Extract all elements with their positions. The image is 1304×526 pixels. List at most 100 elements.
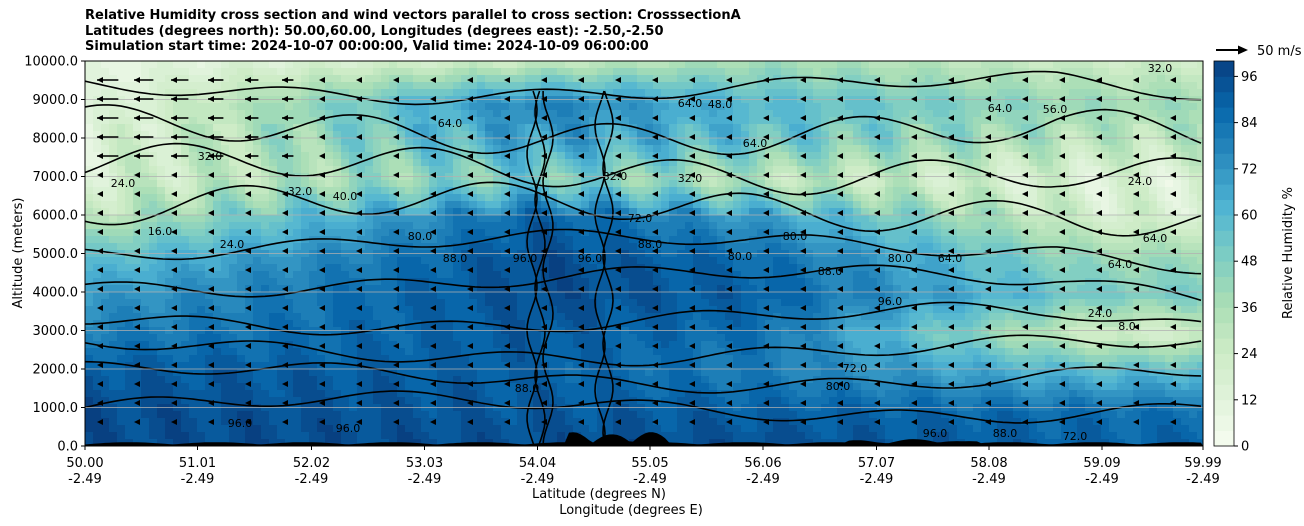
- wind-vector: [985, 191, 991, 197]
- wind-vector: [282, 343, 288, 349]
- wind-vector: [1096, 210, 1102, 216]
- wind-vector: [615, 96, 621, 102]
- wind-vector: [504, 229, 510, 235]
- colorbar-segment: [1214, 138, 1234, 154]
- wind-vector: [1022, 153, 1028, 159]
- wind-vector: [356, 115, 362, 121]
- wind-vector: [1133, 96, 1139, 102]
- wind-vector: [97, 153, 119, 159]
- wind-vector: [985, 419, 991, 425]
- wind-vector: [208, 248, 214, 254]
- wind-vector: [430, 191, 436, 197]
- wind-vector: [208, 210, 214, 216]
- wind-vector: [504, 210, 510, 216]
- wind-vector: [282, 229, 288, 235]
- wind-vector: [245, 172, 251, 178]
- wind-vector: [948, 77, 954, 83]
- wind-vector: [97, 96, 119, 102]
- wind-vector: [1096, 115, 1102, 121]
- wind-vector: [393, 343, 399, 349]
- colorbar-tick-label: 60: [1241, 209, 1258, 224]
- wind-vector: [763, 134, 769, 140]
- wind-vector: [1096, 267, 1102, 273]
- wind-vector: [208, 115, 224, 121]
- wind-vector: [319, 362, 325, 368]
- wind-vector: [504, 305, 510, 311]
- wind-vector: [97, 324, 103, 330]
- wind-vector: [726, 153, 732, 159]
- wind-vector: [689, 248, 695, 254]
- wind-vector: [689, 362, 695, 368]
- wind-vector: [1170, 343, 1176, 349]
- wind-vector: [763, 115, 769, 121]
- wind-vector: [208, 324, 214, 330]
- wind-vector: [430, 115, 436, 121]
- wind-vector: [134, 210, 140, 216]
- wind-vector: [578, 115, 584, 121]
- wind-vector: [948, 343, 954, 349]
- wind-vector: [393, 153, 399, 159]
- wind-vector: [615, 172, 621, 178]
- wind-vector: [689, 267, 695, 273]
- wind-vector: [1059, 419, 1065, 425]
- wind-vector: [1022, 77, 1028, 83]
- wind-vector: [467, 400, 473, 406]
- wind-vector: [430, 172, 436, 178]
- wind-vector: [726, 267, 732, 273]
- y-tick-label: 8000.0: [33, 132, 79, 147]
- wind-vector: [689, 343, 695, 349]
- wind-vector: [134, 191, 140, 197]
- wind-vector: [245, 343, 251, 349]
- wind-vector: [689, 381, 695, 387]
- wind-vector: [689, 229, 695, 235]
- wind-vector: [652, 77, 658, 83]
- wind-vector: [97, 115, 119, 121]
- wind-vector: [1170, 362, 1176, 368]
- wind-vector: [800, 305, 806, 311]
- wind-vector: [97, 134, 119, 140]
- wind-vector: [282, 134, 294, 140]
- wind-vector: [1096, 191, 1102, 197]
- wind-vector: [1096, 381, 1102, 387]
- contour-label: 72.0: [843, 362, 868, 375]
- wind-vector: [393, 381, 399, 387]
- wind-vector: [578, 153, 584, 159]
- x-tick-lon: -2.49: [746, 472, 780, 487]
- wind-vector: [319, 172, 325, 178]
- wind-vector: [504, 267, 510, 273]
- wind-vector: [1170, 229, 1176, 235]
- wind-vector: [763, 381, 769, 387]
- wind-vector: [171, 286, 177, 292]
- wind-vector: [578, 248, 584, 254]
- wind-vector: [837, 77, 843, 83]
- wind-vector: [134, 381, 140, 387]
- wind-vector: [245, 134, 259, 140]
- wind-vector: [393, 96, 399, 102]
- wind-vector: [1133, 343, 1139, 349]
- wind-vector: [578, 362, 584, 368]
- colorbar-segment: [1214, 215, 1234, 231]
- wind-vector: [134, 229, 140, 235]
- wind-vector: [504, 115, 510, 121]
- wind-vector: [1096, 419, 1102, 425]
- wind-vector: [800, 210, 806, 216]
- wind-vector: [911, 172, 917, 178]
- wind-vector: [541, 210, 547, 216]
- wind-vector: [874, 210, 880, 216]
- wind-vector: [282, 381, 288, 387]
- wind-vector: [800, 96, 806, 102]
- wind-vector: [763, 305, 769, 311]
- wind-vector: [763, 229, 769, 235]
- wind-vector: [356, 419, 362, 425]
- colorbar-segment: [1214, 230, 1234, 247]
- x-tick-lon: -2.49: [295, 472, 329, 487]
- wind-vector: [208, 229, 214, 235]
- wind-vector: [1133, 267, 1139, 273]
- colorbar-tick-label: 24: [1241, 347, 1258, 362]
- wind-vector: [134, 172, 140, 178]
- wind-vector: [393, 77, 399, 83]
- wind-vector: [319, 191, 325, 197]
- wind-vector: [800, 153, 806, 159]
- wind-vector: [1059, 324, 1065, 330]
- wind-vector: [356, 305, 362, 311]
